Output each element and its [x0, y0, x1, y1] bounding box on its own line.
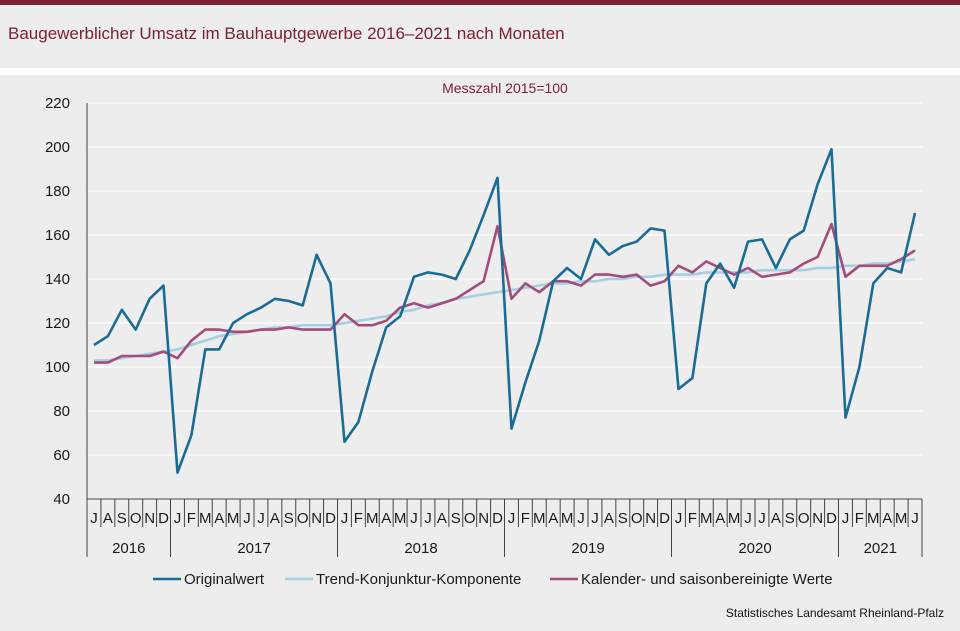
month-label: A	[882, 510, 892, 527]
y-tick-label: 120	[45, 315, 70, 332]
month-label: D	[158, 510, 169, 527]
month-label: D	[492, 510, 503, 527]
month-label: F	[354, 510, 363, 527]
month-label: D	[826, 510, 837, 527]
y-tick-label: 160	[45, 227, 70, 244]
month-label: J	[90, 510, 98, 527]
month-label: A	[103, 510, 113, 527]
y-tick-label: 200	[45, 139, 70, 156]
month-label: N	[311, 510, 322, 527]
y-tick-label: 140	[45, 271, 70, 288]
y-tick-label: 80	[53, 403, 70, 420]
month-label: F	[521, 510, 530, 527]
month-label: N	[478, 510, 489, 527]
legend-label: Trend-Konjunktur-Komponente	[316, 571, 521, 588]
month-label: J	[842, 510, 850, 527]
month-label: M	[895, 510, 908, 527]
y-tick-label: 100	[45, 359, 70, 376]
year-label: 2020	[738, 540, 771, 557]
month-label: J	[758, 510, 766, 527]
chart-title: Baugewerblicher Umsatz im Bauhauptgewerb…	[8, 24, 565, 43]
year-label: 2016	[112, 540, 145, 557]
legend-label: Originalwert	[184, 571, 265, 588]
top-accent-bar	[0, 0, 960, 5]
month-label: M	[700, 510, 713, 527]
month-label: S	[618, 510, 628, 527]
y-axis-ticks: 40 60 80 100 120 140 160 180 200 220	[45, 95, 70, 508]
series-line-1	[93, 147, 917, 474]
month-label: M	[867, 510, 880, 527]
month-label: M	[199, 510, 212, 527]
chart-subtitle: Messzahl 2015=100	[442, 80, 568, 96]
month-label: J	[424, 510, 432, 527]
month-label: S	[785, 510, 795, 527]
month-label: N	[812, 510, 823, 527]
month-label: D	[659, 510, 670, 527]
month-label: M	[533, 510, 546, 527]
year-label: 2021	[864, 540, 897, 557]
month-label: J	[341, 510, 349, 527]
month-label: A	[437, 510, 447, 527]
month-label: J	[675, 510, 683, 527]
month-label: A	[548, 510, 558, 527]
month-label: M	[728, 510, 741, 527]
source-note: Statistisches Landesamt Rheinland-Pfalz	[725, 606, 944, 620]
y-tick-label: 180	[45, 183, 70, 200]
month-label: A	[604, 510, 614, 527]
month-label: F	[855, 510, 864, 527]
month-label: F	[187, 510, 196, 527]
month-label: M	[394, 510, 407, 527]
month-label: J	[911, 510, 919, 527]
month-label: D	[325, 510, 336, 527]
month-label: F	[688, 510, 697, 527]
month-label: O	[297, 510, 309, 527]
month-label: M	[227, 510, 240, 527]
month-label: S	[284, 510, 294, 527]
month-label: O	[130, 510, 142, 527]
legend: Originalwert Trend-Konjunktur-Komponente K…	[153, 571, 833, 588]
month-label: J	[591, 510, 599, 527]
month-label: M	[366, 510, 379, 527]
month-label: N	[645, 510, 656, 527]
month-label: S	[451, 510, 461, 527]
y-tick-label: 220	[45, 95, 70, 112]
month-label: J	[744, 510, 752, 527]
month-label: J	[508, 510, 516, 527]
month-label: S	[117, 510, 127, 527]
month-label: J	[577, 510, 585, 527]
month-label: O	[464, 510, 476, 527]
month-label: A	[715, 510, 725, 527]
legend-label: Kalender- und saisonbereinigte Werte	[581, 571, 833, 588]
y-tick-label: 60	[53, 447, 70, 464]
month-label: J	[243, 510, 251, 527]
month-label: M	[561, 510, 574, 527]
year-label: 2017	[237, 540, 270, 557]
header-divider	[0, 68, 960, 75]
year-label: 2018	[404, 540, 437, 557]
month-label: N	[144, 510, 155, 527]
year-label: 2019	[571, 540, 604, 557]
series-line-3	[94, 222, 916, 364]
month-label: J	[257, 510, 265, 527]
month-label: J	[174, 510, 182, 527]
month-label: O	[631, 510, 643, 527]
month-label: A	[214, 510, 224, 527]
month-label: A	[270, 510, 280, 527]
month-label: O	[798, 510, 810, 527]
month-label: A	[381, 510, 391, 527]
series-group	[93, 147, 917, 474]
y-tick-label: 40	[53, 491, 70, 508]
month-label: A	[771, 510, 781, 527]
month-label: J	[410, 510, 418, 527]
